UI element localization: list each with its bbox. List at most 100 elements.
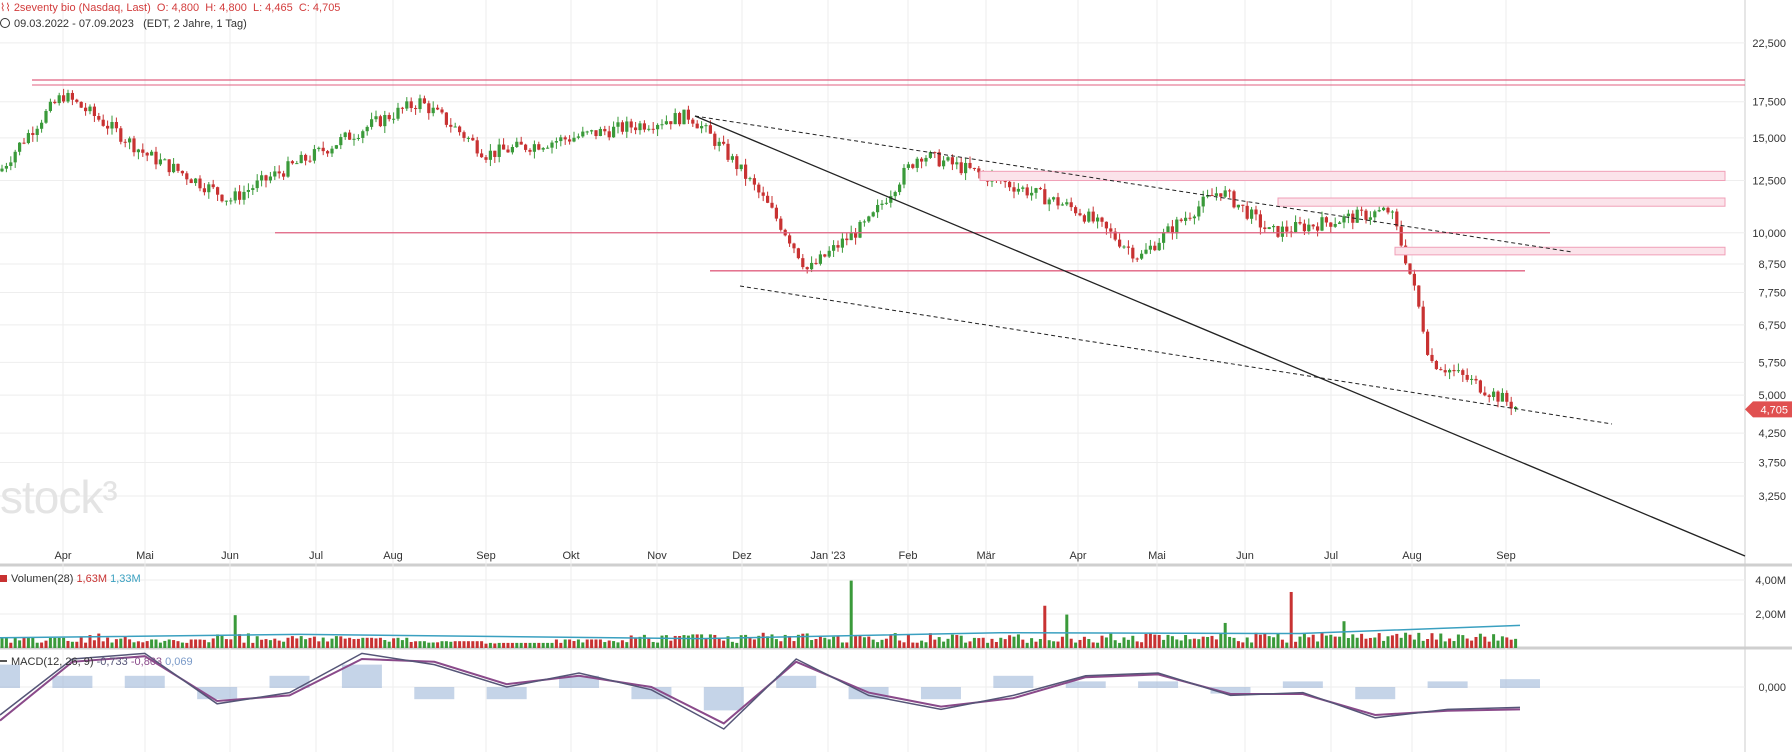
candle-body <box>409 101 413 109</box>
volume-bar <box>1197 639 1201 648</box>
volume-bar <box>251 642 255 648</box>
open-value: O: 4,800 <box>156 2 200 14</box>
volume-bar <box>634 638 638 648</box>
volume-bar <box>884 638 888 648</box>
candle-body <box>612 126 616 138</box>
candle-body <box>933 152 937 154</box>
volume-bar <box>9 642 13 648</box>
volume-bar <box>1082 636 1086 648</box>
candle-body <box>97 116 101 120</box>
candle-body <box>1496 391 1500 402</box>
volume-bar <box>1047 640 1051 648</box>
volume-bar <box>1162 639 1166 648</box>
last-price-label: 4,705 <box>1760 404 1788 416</box>
y-tick-label: 6,750 <box>1758 320 1786 332</box>
volume-bar <box>145 641 149 648</box>
volume-title[interactable]: Volumen(28) <box>11 573 74 585</box>
candle-body <box>1091 211 1095 222</box>
volume-bar <box>691 634 695 648</box>
candle-body <box>1118 239 1122 247</box>
candle-body <box>1272 226 1276 228</box>
x-tick-label: Jul <box>1324 550 1338 562</box>
candle-body <box>1157 242 1161 251</box>
volume-bar <box>290 636 294 648</box>
volume-bar <box>1184 635 1188 648</box>
volume-bar <box>1034 641 1038 648</box>
instrument-title[interactable]: 2seventy bio (Nasdaq, Last) <box>13 2 151 14</box>
macd-hist-bar <box>414 687 455 700</box>
volume-bar <box>638 636 642 648</box>
candle-body <box>229 200 233 202</box>
volume-bar <box>1514 638 1518 648</box>
volume-bar <box>31 637 35 648</box>
candle-body <box>180 170 184 174</box>
volume-bar <box>757 635 761 648</box>
candle-body <box>893 192 897 197</box>
x-tick-label: Aug <box>383 550 403 562</box>
volume-bar <box>436 642 440 648</box>
macd-hist-bar <box>0 664 20 688</box>
volume-bar <box>1016 634 1020 648</box>
volume-bar <box>603 642 607 648</box>
candle-body <box>1192 216 1196 219</box>
volume-bar <box>475 641 479 648</box>
volume-bar <box>955 635 959 648</box>
volume-bar <box>119 638 123 648</box>
volume-bar <box>1426 639 1430 648</box>
candle-body <box>937 152 941 167</box>
candle-body <box>858 221 862 238</box>
candle-body <box>119 128 123 142</box>
candle-body <box>1465 374 1469 380</box>
candle-body <box>422 98 426 104</box>
candle-body <box>1399 226 1403 246</box>
candle-body <box>528 149 532 152</box>
volume-bar <box>40 642 44 648</box>
candle-body <box>1311 224 1315 227</box>
volume-bar <box>97 633 101 648</box>
candle-body <box>656 124 660 130</box>
candle-body <box>673 113 677 125</box>
volume-bar <box>845 642 849 648</box>
candle-body <box>717 141 721 146</box>
candle-body <box>1258 214 1262 228</box>
candle-body <box>1505 392 1509 402</box>
volume-bar <box>378 637 382 648</box>
candle-body <box>1417 285 1421 307</box>
x-tick-label: Nov <box>647 550 667 562</box>
date-range[interactable]: 09.03.2022 - 07.09.2023 <box>14 18 134 30</box>
x-tick-label: Apr <box>1069 550 1086 562</box>
y-tick-label: 22,500 <box>1752 38 1786 50</box>
volume-bar <box>1153 634 1157 648</box>
volume-bar <box>972 637 976 648</box>
volume-bar <box>1461 635 1465 648</box>
candle-body <box>436 107 440 110</box>
volume-bar <box>114 639 118 648</box>
volume-bar <box>524 642 528 648</box>
volume-bar <box>343 638 347 648</box>
candle-body <box>836 245 840 248</box>
macd-title[interactable]: MACD(12, 26, 9) <box>11 656 94 668</box>
volume-bar <box>937 637 941 648</box>
candle-body <box>559 137 563 142</box>
macd-hist-bar <box>776 675 817 688</box>
candle-body <box>678 113 682 125</box>
candle-body <box>972 167 976 169</box>
volume-bar <box>339 636 343 648</box>
candle-body <box>471 137 475 141</box>
volume-bar <box>854 636 858 648</box>
volume-bars-group <box>0 580 1518 648</box>
candle-body <box>510 147 514 153</box>
volume-bar <box>977 638 981 648</box>
candle-body <box>387 115 391 120</box>
volume-bar <box>1236 641 1240 648</box>
volume-bar <box>1109 633 1113 648</box>
candle-body <box>1219 193 1223 197</box>
volume-bar <box>568 639 572 648</box>
volume-bar <box>317 641 321 648</box>
candle-body <box>92 106 96 117</box>
volume-bar <box>123 636 127 648</box>
volume-bar <box>880 639 884 648</box>
candle-body <box>537 144 541 150</box>
volume-bar <box>57 637 61 648</box>
x-tick-label: Jun <box>1236 550 1254 562</box>
